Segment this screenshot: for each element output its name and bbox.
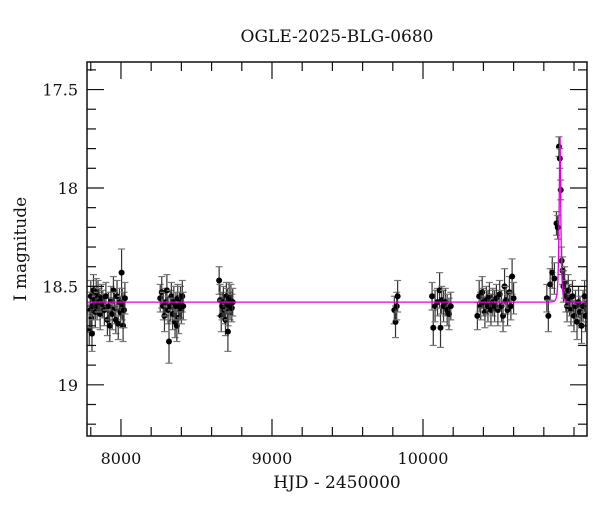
data-point [429, 293, 436, 300]
data-point [393, 303, 400, 310]
data-point [115, 320, 122, 327]
y-tick-label: 17.5 [42, 81, 78, 100]
x-axis-ticks: 8000 9000 10000 [90, 62, 575, 468]
data-point [180, 303, 187, 310]
data-point [509, 273, 516, 280]
data-point [88, 330, 95, 337]
data-point [228, 305, 235, 312]
x-axis-label: HJD - 2450000 [273, 473, 401, 493]
data-point [581, 293, 587, 300]
data-point [165, 338, 172, 345]
data-point [569, 293, 576, 300]
data-point [474, 312, 481, 319]
data-point [394, 293, 401, 300]
data-point [582, 312, 587, 319]
y-tick-label: 18 [58, 179, 78, 198]
data-point [430, 324, 437, 331]
data-point [436, 287, 443, 294]
data-point [574, 318, 581, 325]
data-point [551, 275, 558, 282]
data-point [437, 324, 444, 331]
data-point [510, 295, 517, 302]
chart-title: OGLE-2025-BLG-0680 [241, 27, 434, 47]
x-tick-label: 8000 [101, 449, 142, 468]
data-point [114, 293, 121, 300]
data-point [121, 295, 128, 302]
model-curve [87, 136, 587, 303]
data-point [565, 287, 572, 294]
data-point [120, 307, 127, 314]
y-axis-label: I magnitude [11, 197, 31, 301]
y-axis-ticks: 17.5 18 18.5 19 [42, 69, 587, 425]
data-point [224, 328, 231, 335]
data-point [549, 269, 556, 276]
data-point [554, 224, 561, 231]
plot-area [87, 136, 587, 364]
y-tick-label: 18.5 [42, 277, 78, 296]
data-point [547, 281, 554, 288]
data-point [545, 312, 552, 319]
data-point [118, 269, 125, 276]
data-point [479, 289, 486, 296]
data-point [447, 303, 454, 310]
data-point [216, 277, 223, 284]
data-point [507, 303, 514, 310]
plot-frame [86, 61, 588, 437]
y-tick-label: 19 [58, 376, 78, 395]
x-tick-label: 10000 [398, 449, 449, 468]
x-tick-label: 9000 [252, 449, 293, 468]
data-point [102, 293, 109, 300]
data-point [179, 293, 186, 300]
data-points [87, 136, 587, 364]
